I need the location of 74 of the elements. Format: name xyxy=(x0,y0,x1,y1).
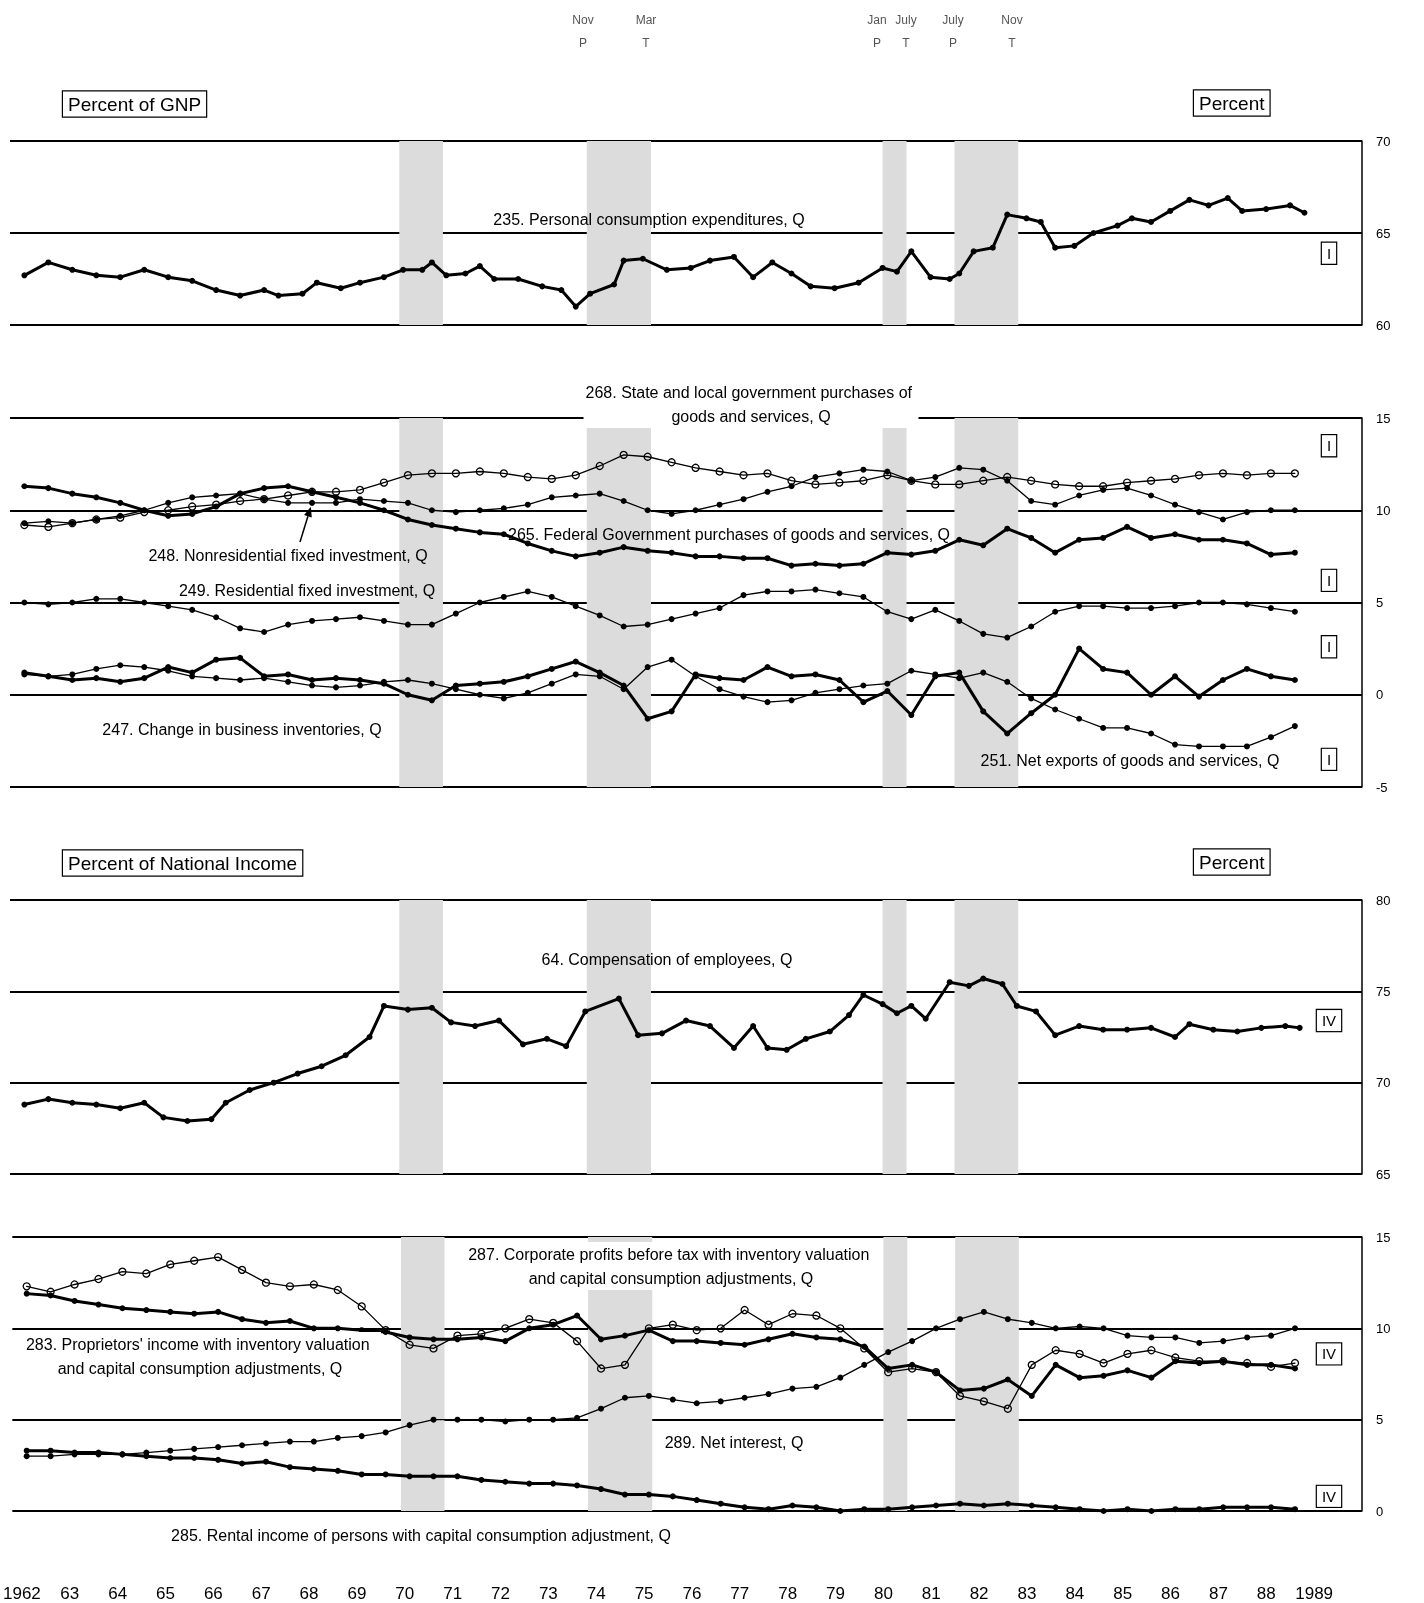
legend-label: 248. Nonresidential fixed investment, Q xyxy=(148,546,428,564)
y-axis-title: Percent xyxy=(1199,851,1266,873)
chart-title: Percent of National Income xyxy=(68,852,298,874)
x-tick-label: 88 xyxy=(1256,1584,1276,1603)
text: 247. Change in business inventories, Q xyxy=(102,720,382,738)
y-tick-label: 15 xyxy=(1376,410,1391,426)
x-tick-label: 82 xyxy=(969,1584,989,1603)
text: July P xyxy=(942,12,964,50)
text: Mar T xyxy=(635,12,657,50)
x-tick-label: 75 xyxy=(634,1584,654,1603)
x-tick-label: 80 xyxy=(873,1584,893,1603)
annotation: I xyxy=(1326,750,1332,768)
x-tick-label: 83 xyxy=(1017,1584,1037,1603)
text: 287. Corporate profits before tax with inventory valuation and capital consumption adjustments, Q xyxy=(468,1245,874,1287)
series-label: 283. Proprietors' income with inventory valuation and capital consumption adjustments, Q xyxy=(25,1335,375,1377)
x-tick-label: 78 xyxy=(778,1584,798,1603)
x-tick-label: 73 xyxy=(538,1584,558,1603)
x-tick-label: 71 xyxy=(443,1584,463,1603)
y-tick-label: 70 xyxy=(1376,133,1391,149)
x-tick-label: 63 xyxy=(60,1584,80,1603)
chart-title: Percent of GNP xyxy=(68,93,202,115)
y-tick-label: -5 xyxy=(1376,779,1388,795)
x-tick-label: 74 xyxy=(586,1584,606,1603)
text: 235. Personal consumption expenditures, Q xyxy=(493,210,805,228)
y-tick-label: 75 xyxy=(1376,983,1391,999)
annotation: IV xyxy=(1321,1487,1337,1505)
x-tick-label: 67 xyxy=(251,1584,271,1603)
annotation: IV xyxy=(1321,1012,1337,1030)
y-tick-label: 80 xyxy=(1376,892,1391,908)
y-tick-label: 60 xyxy=(1376,317,1391,333)
x-tick-label: 84 xyxy=(1065,1584,1085,1603)
x-tick-label: 1989 xyxy=(1295,1584,1334,1603)
x-tick-label: 70 xyxy=(395,1584,415,1603)
text: 64. Compensation of employees, Q xyxy=(541,950,793,968)
y-tick-label: 15 xyxy=(1376,1229,1391,1245)
x-tick-label: 69 xyxy=(347,1584,367,1603)
x-tick-label: 66 xyxy=(203,1584,223,1603)
text: Jan P xyxy=(867,12,887,50)
series-label: 289. Net interest, Q xyxy=(664,1433,804,1451)
text: Nov T xyxy=(1001,12,1023,50)
x-tick-label: 1962 xyxy=(3,1584,41,1603)
y-tick-label: 70 xyxy=(1376,1075,1391,1091)
x-tick-label: 76 xyxy=(682,1584,702,1603)
series-label: 251. Net exports of goods and services, Q xyxy=(980,751,1280,769)
x-tick-label: 64 xyxy=(108,1584,128,1603)
y-axis-title: Percent xyxy=(1199,92,1266,114)
annotation: I xyxy=(1326,638,1332,656)
y-tick-label: 0 xyxy=(1376,687,1384,703)
y-tick-label: 5 xyxy=(1376,1412,1384,1428)
y-tick-label: 0 xyxy=(1376,1503,1384,1519)
y-tick-label: 65 xyxy=(1376,1166,1391,1182)
text: 268. State and local government purchases of goods and services, Q xyxy=(585,383,917,425)
y-tick-label: 65 xyxy=(1376,225,1391,241)
text: July T xyxy=(895,12,917,50)
x-tick-label: 85 xyxy=(1113,1584,1133,1603)
annotation: I xyxy=(1326,244,1332,262)
x-tick-label: 72 xyxy=(491,1584,510,1603)
y-tick-label: 10 xyxy=(1376,1320,1391,1336)
series-label: 285. Rental income of persons with capital consumption adjustment, Q xyxy=(171,1526,671,1544)
x-tick-label: 87 xyxy=(1208,1584,1228,1603)
y-tick-label: 10 xyxy=(1376,502,1391,518)
annotation: I xyxy=(1326,571,1332,589)
series-label: 265. Federal Government purchases of goods and services, Q xyxy=(507,525,951,543)
annotation: I xyxy=(1326,437,1332,455)
text: Nov P xyxy=(572,12,594,50)
series-label: 249. Residential fixed investment, Q xyxy=(178,581,436,599)
x-tick-label: 86 xyxy=(1161,1584,1181,1603)
x-tick-label: 65 xyxy=(156,1584,175,1603)
x-tick-label: 81 xyxy=(921,1584,941,1603)
x-tick-label: 68 xyxy=(299,1584,319,1603)
x-tick-label: 79 xyxy=(826,1584,845,1603)
annotation: IV xyxy=(1321,1345,1337,1363)
x-tick-label: 77 xyxy=(730,1584,750,1603)
y-tick-label: 5 xyxy=(1376,595,1384,610)
